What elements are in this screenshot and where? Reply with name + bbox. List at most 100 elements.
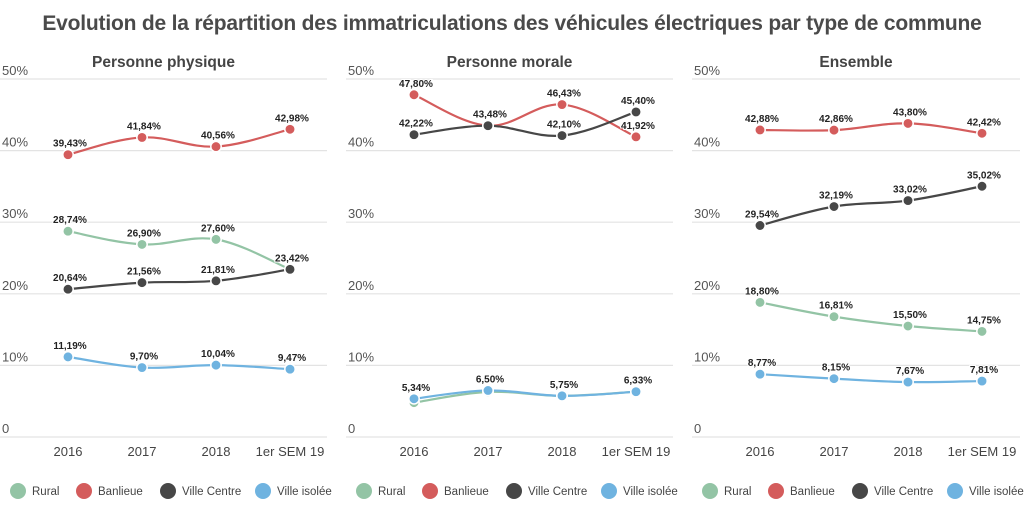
legend-label-ville-isolée: Ville isolée	[277, 486, 332, 498]
data-point-ville-isolée	[284, 363, 296, 376]
data-label-ville-isolée: 7,67%	[896, 366, 924, 377]
data-label-banlieue: 39,43%	[53, 139, 87, 150]
data-point-ville-isolée	[976, 375, 988, 388]
y-tick-label-personne-morale: 10%	[348, 349, 374, 364]
data-point-banlieue	[828, 124, 840, 137]
y-tick-label-personne-physique: 20%	[2, 278, 28, 293]
series-line-banlieue	[759, 122, 983, 135]
legend-label-rural: Rural	[32, 486, 59, 498]
legend-label-banlieue: Banlieue	[98, 486, 143, 498]
x-tick-label-personne-morale: 2018	[548, 444, 577, 459]
legend-label-banlieue: Banlieue	[444, 486, 489, 498]
data-label-ville-centre: 23,42%	[275, 253, 309, 264]
y-tick-label-ensemble: 30%	[694, 206, 720, 221]
data-label-ville-centre: 35,02%	[967, 170, 1001, 181]
data-label-ville-isolée: 8,15%	[822, 363, 850, 374]
data-label-rural: 18,80%	[745, 286, 779, 297]
data-label-ville-centre: 42,22%	[399, 119, 433, 130]
data-label-banlieue: 41,84%	[127, 121, 161, 132]
data-point-ville-isolée	[556, 389, 568, 402]
series-line-ville-centre	[67, 268, 291, 291]
data-point-ville-centre	[754, 219, 766, 232]
legend-swatch-ville-centre	[852, 483, 868, 499]
y-tick-label-personne-physique: 10%	[2, 349, 28, 364]
legend-label-banlieue: Banlieue	[790, 486, 835, 498]
y-tick-label-personne-morale: 20%	[348, 278, 374, 293]
data-label-ville-isolée: 9,70%	[130, 352, 158, 363]
y-tick-label-personne-physique: 0	[2, 421, 9, 436]
data-label-banlieue: 42,42%	[967, 117, 1001, 128]
data-point-ville-centre	[828, 200, 840, 213]
data-point-ville-centre	[210, 274, 222, 287]
legend-swatch-banlieue	[422, 483, 438, 499]
data-label-banlieue: 46,43%	[547, 89, 581, 100]
x-tick-label-personne-physique: 2016	[54, 444, 83, 459]
data-point-ville-isolée	[482, 384, 494, 397]
data-point-banlieue	[408, 88, 420, 101]
y-tick-label-personne-morale: 40%	[348, 135, 374, 150]
legend-swatch-rural	[702, 483, 718, 499]
data-label-ville-centre: 29,54%	[745, 209, 779, 220]
data-label-ville-isolée: 7,81%	[970, 365, 998, 376]
series-line-rural	[67, 230, 291, 271]
panel-title-personne-physique: Personne physique	[92, 54, 235, 71]
data-point-rural	[754, 296, 766, 309]
data-point-ville-isolée	[828, 372, 840, 385]
series-line-banlieue	[67, 128, 291, 156]
series-line-banlieue	[413, 93, 637, 138]
data-point-rural	[976, 325, 988, 338]
data-label-rural: 26,90%	[127, 228, 161, 239]
series-line-ville-isolée	[413, 389, 637, 400]
data-point-ville-centre	[408, 128, 420, 141]
legend-swatch-ville-isolée	[947, 483, 963, 499]
data-point-rural	[210, 233, 222, 246]
data-point-ville-centre	[902, 194, 914, 207]
data-label-ville-centre: 42,10%	[547, 120, 581, 131]
legend-label-ville-centre: Ville Centre	[182, 486, 241, 498]
data-label-banlieue: 42,98%	[275, 113, 309, 124]
data-point-ville-isolée	[754, 368, 766, 381]
data-label-ville-centre: 32,19%	[819, 191, 853, 202]
data-point-ville-isolée	[62, 350, 74, 363]
x-tick-label-ensemble: 2017	[820, 444, 849, 459]
x-tick-label-ensemble: 1er SEM 19	[948, 444, 1017, 459]
y-tick-label-personne-physique: 40%	[2, 135, 28, 150]
data-label-ville-centre: 21,81%	[201, 265, 235, 276]
x-tick-label-personne-morale: 2016	[400, 444, 429, 459]
data-point-rural	[136, 238, 148, 251]
data-point-ville-isolée	[210, 359, 222, 372]
data-point-banlieue	[976, 127, 988, 140]
series-line-ville-isolée	[759, 373, 983, 384]
x-tick-label-personne-morale: 2017	[474, 444, 503, 459]
legend-swatch-banlieue	[76, 483, 92, 499]
data-label-ville-centre: 20,64%	[53, 273, 87, 284]
data-point-banlieue	[62, 148, 74, 161]
data-label-ville-isolée: 6,50%	[476, 374, 504, 385]
data-label-ville-centre: 33,02%	[893, 185, 927, 196]
data-point-banlieue	[284, 123, 296, 136]
data-point-ville-centre	[976, 180, 988, 193]
data-point-ville-isolée	[136, 361, 148, 374]
legend-swatch-ville-isolée	[601, 483, 617, 499]
legend-label-ville-isolée: Ville isolée	[623, 486, 678, 498]
data-label-ville-centre: 43,48%	[473, 110, 507, 121]
legend-swatch-rural	[10, 483, 26, 499]
x-tick-label-personne-physique: 2018	[202, 444, 231, 459]
legend-label-ville-isolée: Ville isolée	[969, 486, 1024, 498]
y-tick-label-personne-physique: 30%	[2, 206, 28, 221]
panel-title-personne-morale: Personne morale	[447, 54, 573, 71]
legend-swatch-ville-centre	[506, 483, 522, 499]
y-tick-label-ensemble: 10%	[694, 349, 720, 364]
data-label-rural: 28,74%	[53, 215, 87, 226]
data-point-ville-centre	[556, 129, 568, 142]
data-point-banlieue	[902, 117, 914, 130]
data-point-ville-centre	[284, 263, 296, 276]
series-line-ville-centre	[759, 185, 983, 227]
data-point-banlieue	[754, 124, 766, 136]
data-label-ville-isolée: 5,34%	[402, 383, 430, 394]
legend-label-rural: Rural	[724, 486, 751, 498]
legend-swatch-ville-centre	[160, 483, 176, 499]
data-label-banlieue: 42,88%	[745, 114, 779, 125]
series-line-ville-centre	[413, 110, 637, 137]
data-point-rural	[828, 310, 840, 323]
